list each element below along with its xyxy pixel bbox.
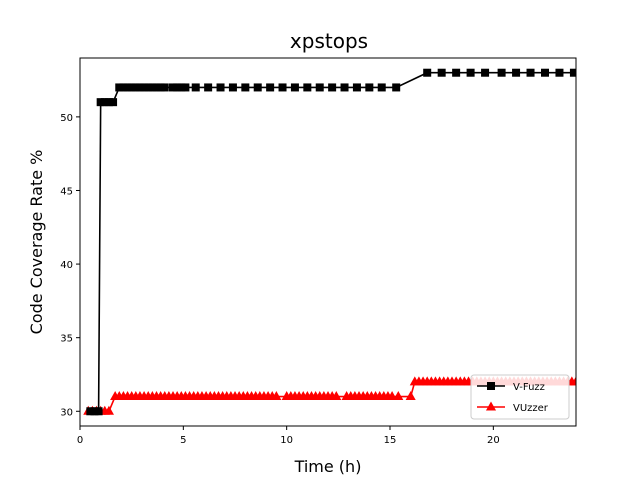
data-point-v-fuzz (569, 68, 576, 77)
data-point-vuzzer (103, 405, 114, 415)
data-point-v-fuzz (541, 68, 549, 77)
data-point-v-fuzz (481, 68, 490, 77)
series-v-fuzz (86, 68, 576, 416)
x-tick-label: 0 (77, 435, 83, 446)
data-point-v-fuzz (555, 68, 564, 77)
data-point-v-fuzz (266, 83, 275, 92)
data-point-v-fuzz (253, 83, 262, 92)
legend-marker-vuzzer (485, 401, 497, 411)
data-point-vuzzer (405, 391, 416, 401)
plot-area (79, 57, 577, 427)
y-tick-label: 45 (60, 186, 73, 197)
y-tick-label: 50 (60, 113, 73, 124)
data-point-vuzzer (331, 391, 342, 401)
data-point-v-fuzz (392, 83, 401, 92)
y-axis: 30 35 40 45 50 (60, 113, 80, 418)
x-tick-label: 5 (180, 435, 186, 446)
data-point-v-fuzz (352, 83, 361, 92)
series-layer (83, 68, 576, 416)
x-tick-label: 20 (487, 435, 500, 446)
data-point-v-fuzz (365, 83, 374, 92)
legend-item-v-fuzz: V-Fuzz (477, 382, 545, 393)
data-point-v-fuzz (315, 83, 324, 92)
data-point-v-fuzz (278, 83, 287, 92)
data-point-v-fuzz (466, 68, 475, 77)
data-point-v-fuzz (94, 407, 103, 416)
y-tick-label: 35 (60, 334, 73, 345)
legend-label: VUzzer (513, 403, 549, 414)
data-point-vuzzer (387, 391, 398, 401)
y-tick-label: 30 (60, 407, 73, 418)
data-point-v-fuzz (228, 83, 237, 92)
data-point-v-fuzz (526, 68, 535, 77)
legend-label: V-Fuzz (513, 382, 545, 393)
data-point-vuzzer (570, 376, 576, 386)
legend: V-Fuzz VUzzer (470, 374, 570, 420)
plot-frame (79, 57, 577, 427)
x-axis: 0 5 10 15 20 (77, 426, 500, 446)
data-point-v-fuzz (377, 83, 386, 92)
x-tick-label: 10 (280, 435, 293, 446)
data-point-v-fuzz (290, 83, 299, 92)
x-axis-label: Time (h) (294, 457, 362, 476)
y-tick-label: 40 (60, 260, 73, 271)
data-point-vuzzer (393, 391, 404, 401)
legend-marker-v-fuzz (487, 382, 495, 390)
data-point-v-fuzz (241, 83, 250, 92)
data-point-v-fuzz (303, 83, 312, 92)
data-point-v-fuzz (497, 68, 506, 77)
data-point-v-fuzz (160, 83, 169, 92)
data-point-v-fuzz (452, 68, 461, 77)
data-point-v-fuzz (328, 83, 337, 92)
data-point-v-fuzz (512, 68, 521, 77)
legend-item-vuzzer: VUzzer (477, 401, 549, 414)
data-point-v-fuzz (340, 83, 349, 92)
series-line-v-fuzz (90, 71, 574, 413)
data-point-v-fuzz (423, 68, 432, 77)
data-point-v-fuzz (109, 98, 118, 107)
chart-title: xpstops (290, 29, 368, 53)
data-point-v-fuzz (437, 68, 446, 77)
data-point-v-fuzz (191, 83, 200, 92)
y-axis-label: Code Coverage Rate % (27, 150, 46, 335)
data-point-v-fuzz (181, 83, 190, 92)
x-tick-label: 15 (384, 435, 397, 446)
data-point-vuzzer (271, 391, 282, 401)
data-point-v-fuzz (216, 83, 225, 92)
data-point-v-fuzz (204, 83, 213, 92)
